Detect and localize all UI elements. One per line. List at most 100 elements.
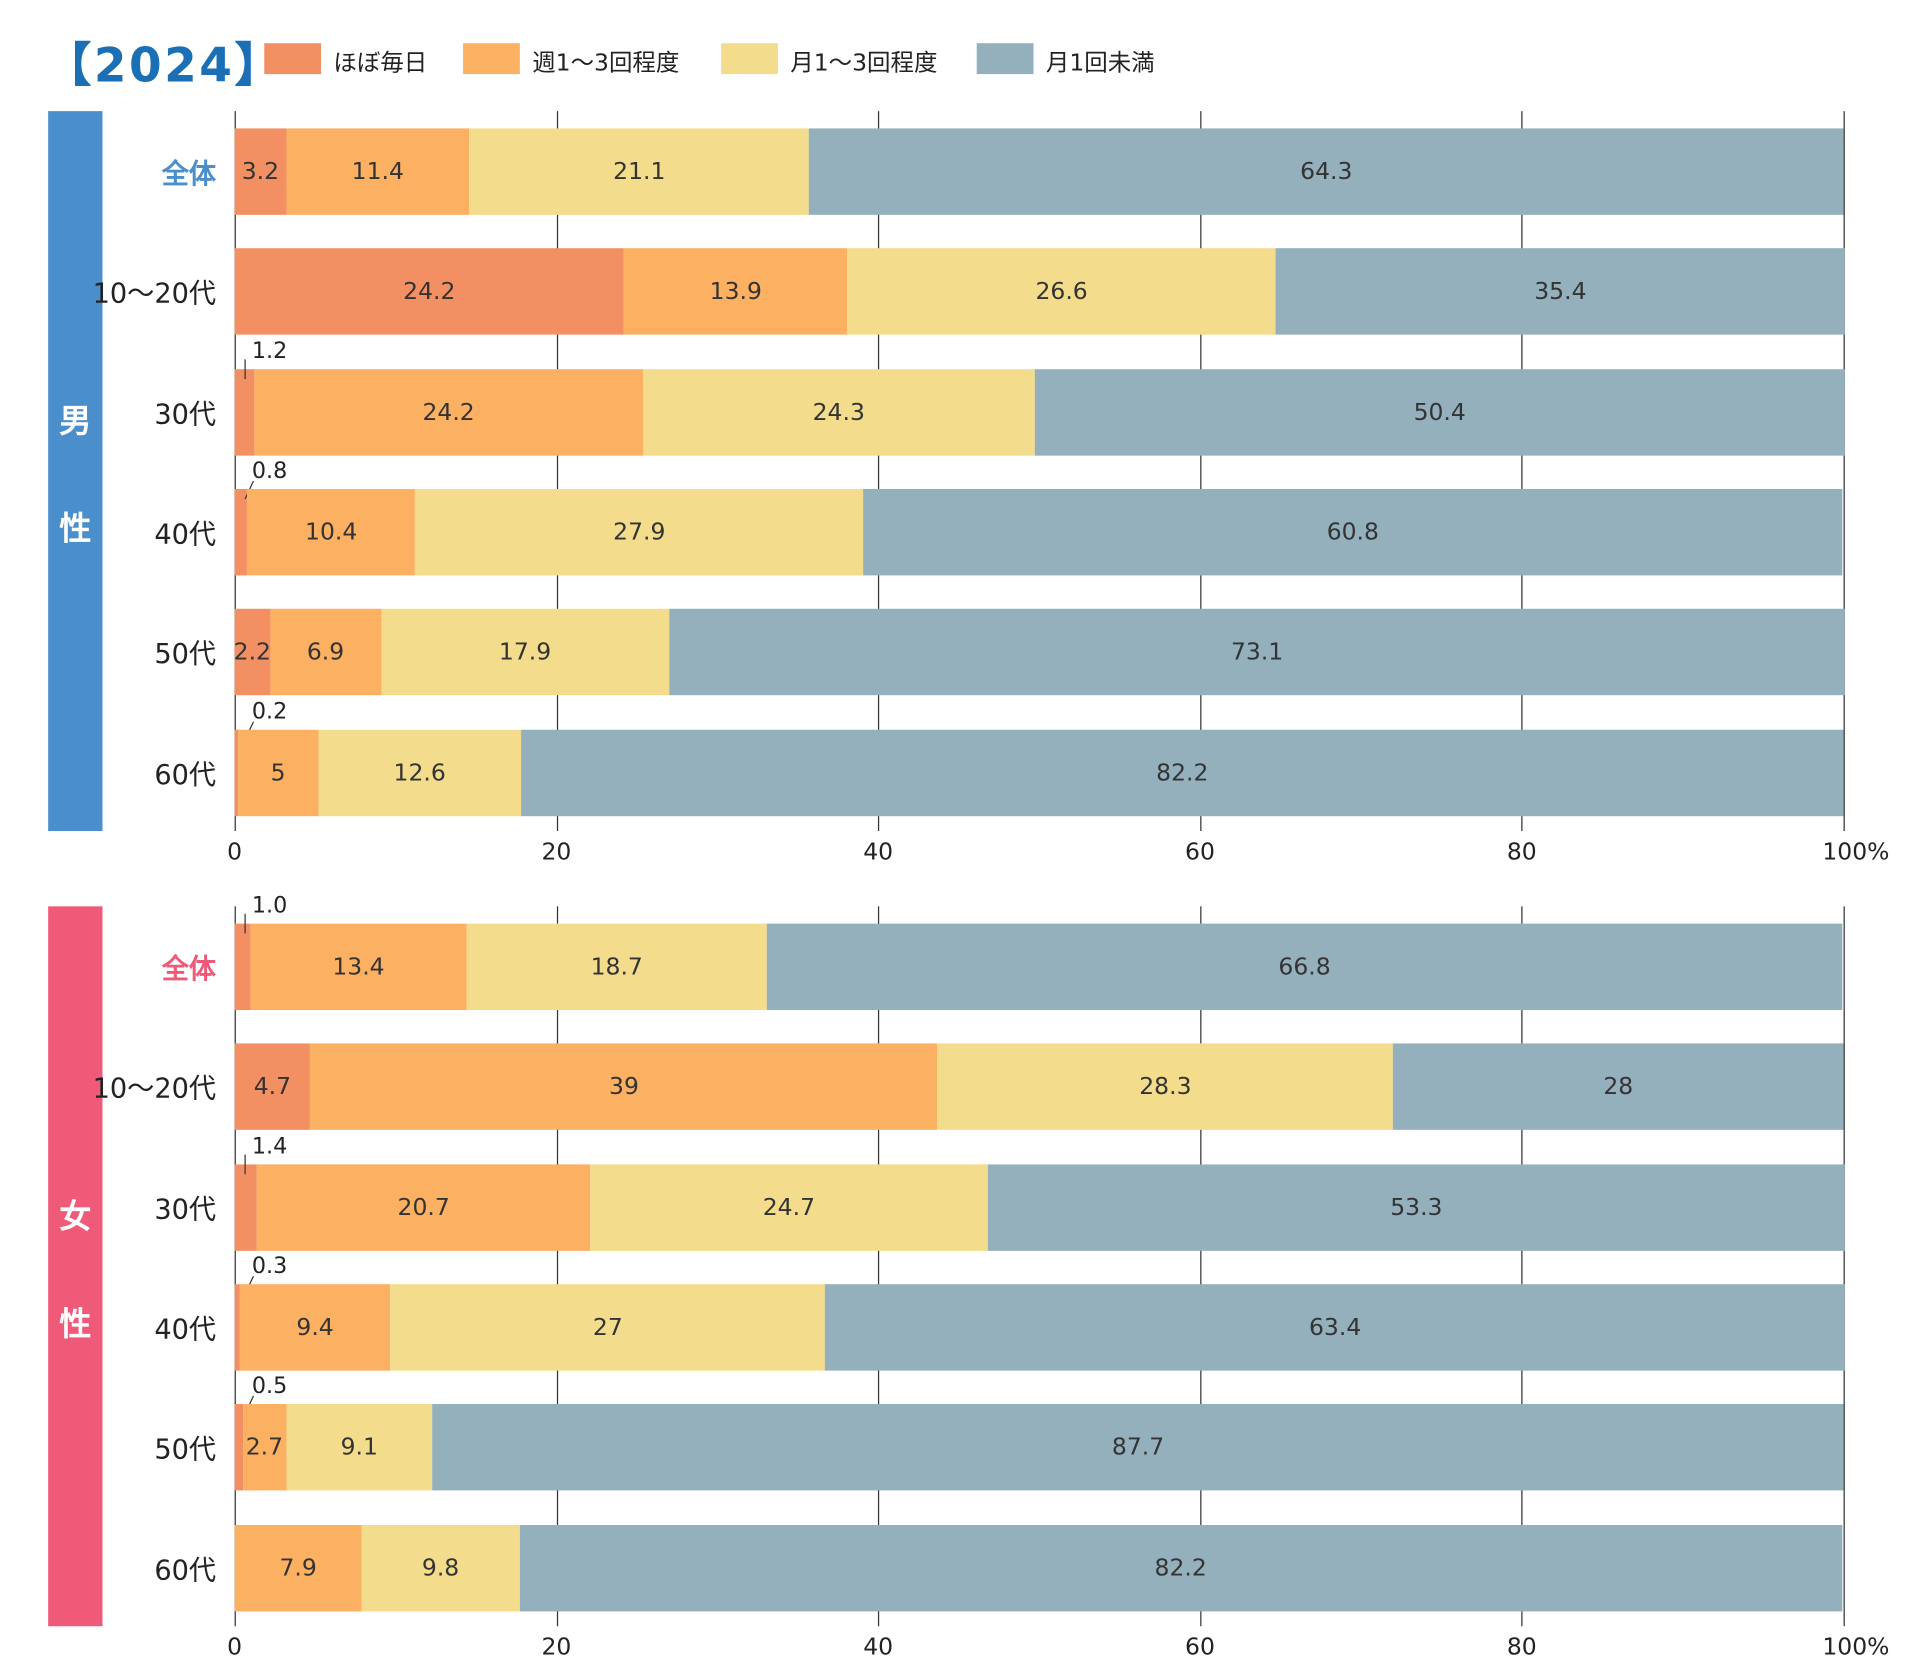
bar-segment [234,608,270,696]
bar-segment [234,1524,362,1611]
gridline [1199,906,1202,1627]
row-label: 40代 [154,1314,217,1346]
bar-segment [247,488,415,576]
data-label: 10.4 [305,518,358,546]
gridline [1521,906,1523,1627]
row-label: 50代 [154,639,217,671]
data-label: 7.9 [279,1553,317,1582]
data-label: 17.9 [498,638,552,666]
legend-label-2: 月1～3回程度 [790,49,938,77]
data-label: 18.7 [590,953,643,981]
legend-swatch-0 [264,43,322,75]
bar-segment [825,1284,1846,1371]
data-label-callout: 1.4 [251,1133,288,1159]
bar-segment [808,128,1844,215]
data-label: 87.7 [1111,1433,1165,1461]
gridline [878,906,880,1627]
row-label: 40代 [154,519,217,551]
panel-side-label-1: 女性 [48,906,103,1627]
panel-side-char: 性 [59,511,92,549]
bar-segment [863,488,1842,576]
x-tick-label: 100% [1822,1633,1890,1661]
callout-leader [244,1154,246,1174]
bar-segment [987,1163,1846,1251]
y-axis-line [234,111,236,832]
data-label: 3.2 [241,158,280,186]
y-axis-line [234,906,236,1627]
bar-segment [1393,1043,1844,1131]
legend-swatch-3 [976,43,1034,75]
data-label: 50.4 [1413,398,1466,426]
bar-segment [234,128,287,215]
bar-segment [234,1404,243,1491]
bar-segment [590,1163,988,1251]
data-label: 2.7 [245,1433,284,1461]
bar-segment [1034,368,1846,456]
bar-segment [847,248,1276,335]
data-label: 9.8 [421,1553,460,1582]
gridline [878,111,880,832]
bar-segment [466,923,768,1011]
data-label: 63.4 [1309,1313,1362,1341]
data-label-callout: 1.2 [251,337,288,364]
row-label: 30代 [154,1194,217,1226]
row-label: 全体 [161,159,217,191]
bar-segment [239,1284,391,1371]
x-tick-label: 40 [863,1633,894,1661]
panel-side-char: 女 [59,1198,92,1237]
data-label-callout: 0.3 [251,1253,288,1280]
bar-segment [234,923,251,1011]
data-label: 73.1 [1230,638,1284,666]
legend-swatch-2 [721,43,778,75]
data-label-callout: 1.0 [251,892,288,919]
gridline [1843,111,1845,832]
data-label: 39 [609,1073,639,1101]
x-tick-label: 0 [227,838,243,866]
data-label: 26.6 [1035,278,1088,306]
bar-segment [257,1163,591,1251]
gridline [1843,906,1845,1627]
data-label: 28.3 [1139,1073,1192,1101]
data-label: 2.2 [233,638,271,666]
bar-segment [310,1043,938,1131]
data-label: 24.7 [762,1193,816,1221]
x-tick-label: 20 [541,1633,572,1661]
x-tick-label: 20 [541,838,572,866]
bar-segment [381,608,670,696]
bar-segment [234,488,248,576]
legend-label-0: ほぼ毎日 [333,49,428,77]
row-label: 全体 [161,954,217,986]
bar-segment [520,729,1844,816]
data-label: 24.3 [812,398,865,426]
bar-segment [234,1043,311,1131]
data-label: 82.2 [1154,1553,1207,1582]
row-label: 10～20代 [92,1074,217,1106]
bar-segment [286,1404,433,1491]
legend-label-3: 月1回未満 [1045,49,1155,77]
data-label: 20.7 [397,1193,450,1221]
bar-segment [234,248,624,335]
bar-segment [519,1524,1842,1611]
bar-segment [361,1524,520,1611]
data-label: 27.9 [613,518,666,546]
bar-segment [390,1284,826,1371]
data-label: 27 [592,1313,623,1341]
row-label: 60代 [154,1555,217,1587]
data-label: 13.4 [332,953,385,981]
data-label: 35.4 [1534,278,1587,306]
row-label: 60代 [154,760,217,791]
data-label: 21.1 [613,158,666,186]
data-label: 64.3 [1300,158,1353,186]
chart-title: 【2024】 [44,38,284,93]
panel-side-char: 男 [59,403,92,441]
data-label: 24.2 [403,278,456,306]
x-tick-label: 60 [1185,838,1215,866]
legend-label-1: 週1～3回程度 [532,49,680,77]
bar-segment [432,1404,1844,1491]
x-tick-label: 40 [863,838,894,866]
data-label-callout: 0.5 [251,1373,288,1400]
bar-segment [250,923,467,1011]
x-tick-label: 80 [1506,838,1537,866]
bar-segment [669,608,1846,696]
bar-segment [242,1404,287,1491]
